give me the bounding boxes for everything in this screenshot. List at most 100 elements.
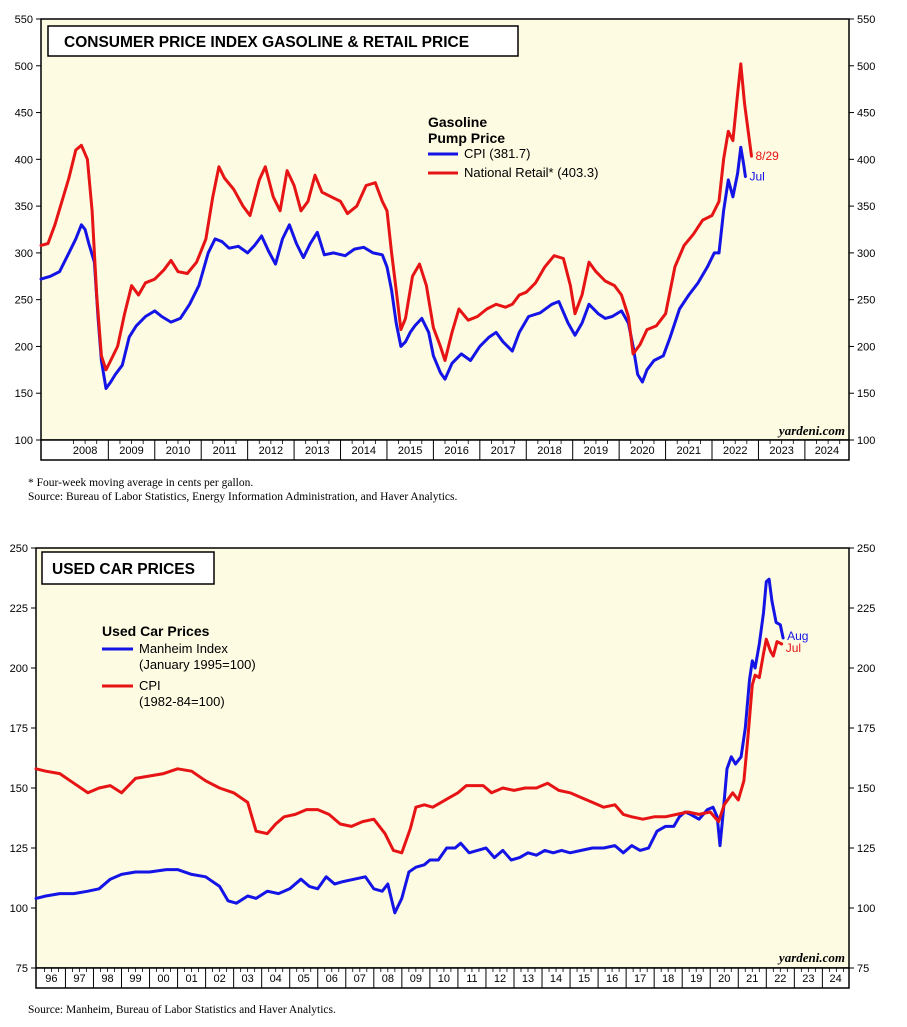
chart1-x-tick-label: 2009 xyxy=(119,445,143,457)
chart2-legend-sublabel-blue: (January 1995=100) xyxy=(139,657,256,672)
chart1-ytick-label-left: 100 xyxy=(15,435,33,447)
chart1-ytick-label-right: 350 xyxy=(857,201,875,213)
chart2-source-note: Source: Manheim, Bureau of Labor Statist… xyxy=(28,1004,336,1016)
chart1-title: CONSUMER PRICE INDEX GASOLINE & RETAIL P… xyxy=(64,34,469,51)
chart1-x-tick-label: 2021 xyxy=(677,445,701,457)
chart2-legend-label-red: CPI xyxy=(139,678,161,693)
chart1-x-tick-label: 2010 xyxy=(166,445,190,457)
chart1-legend-label-red: National Retail* (403.3) xyxy=(464,165,598,180)
chart1-x-tick-label: 2018 xyxy=(537,445,561,457)
chart2-ytick-label-left: 150 xyxy=(10,783,28,795)
chart1-plot-area xyxy=(40,18,850,441)
chart2-x-tick-label: 97 xyxy=(73,973,85,985)
chart1-title-box xyxy=(47,25,519,57)
chart2-x-tick-label: 20 xyxy=(718,973,730,985)
chart1-ytick-label-left: 250 xyxy=(15,295,33,307)
chart2-ytick-label-right: 200 xyxy=(857,663,875,675)
chart1-ytick-label-right: 400 xyxy=(857,154,875,166)
chart1-ytick-label-right: 500 xyxy=(857,61,875,73)
chart1-ytick-label-left: 200 xyxy=(15,341,33,353)
chart2-x-tick-label: 15 xyxy=(578,973,590,985)
chart2-ytick-label-right: 125 xyxy=(857,843,875,855)
chart2-x-tick-label: 01 xyxy=(185,973,197,985)
chart2-x-tick-label: 22 xyxy=(774,973,786,985)
chart2-x-tick-label: 12 xyxy=(494,973,506,985)
chart1-ytick-label-right: 200 xyxy=(857,341,875,353)
chart1-x-tick-label: 2016 xyxy=(444,445,468,457)
chart2-ytick-label-right: 225 xyxy=(857,603,875,615)
chart2-x-tick-label: 17 xyxy=(634,973,646,985)
chart1-end-label-blue: Jul xyxy=(749,169,764,183)
chart1-ytick-label-right: 150 xyxy=(857,388,875,400)
chart1-x-tick-label: 2019 xyxy=(584,445,608,457)
chart2-x-tick-label: 23 xyxy=(802,973,814,985)
chart2-ytick-label-left: 75 xyxy=(16,963,28,975)
chart2-ytick-label-left: 175 xyxy=(10,723,28,735)
chart2-legend-sublabel-red: (1982-84=100) xyxy=(139,694,225,709)
chart1-x-tick-label: 2011 xyxy=(213,445,237,457)
chart1-source-note: Source: Bureau of Labor Statistics, Ener… xyxy=(28,491,458,503)
chart2-x-tick-label: 19 xyxy=(690,973,702,985)
chart2-legend-label-blue: Manheim Index xyxy=(139,641,228,656)
chart1-ytick-label-left: 150 xyxy=(15,388,33,400)
chart1-ytick-label-left: 350 xyxy=(15,201,33,213)
chart2-series-line-blue xyxy=(34,577,785,915)
chart1-x-tick-label: 2015 xyxy=(398,445,422,457)
chart2-x-tick-label: 13 xyxy=(522,973,534,985)
chart2-series-line-red xyxy=(34,637,784,855)
chart1-ytick-label-right: 450 xyxy=(857,108,875,120)
chart1-x-tick-label: 2020 xyxy=(630,445,654,457)
chart1-x-tick-label: 2024 xyxy=(815,445,839,457)
chart2-x-tick-label: 11 xyxy=(466,973,477,985)
chart2-x-tick-label: 05 xyxy=(298,973,310,985)
chart1-brand-watermark: yardeni.com xyxy=(777,423,845,438)
chart2-x-tick-label: 96 xyxy=(45,973,57,985)
chart2-x-tick-label: 00 xyxy=(157,973,169,985)
chart1-x-tick-label: 2013 xyxy=(305,445,329,457)
chart2-x-tick-label: 14 xyxy=(550,973,562,985)
chart2-ytick-label-right: 100 xyxy=(857,903,875,915)
chart1-x-tick-label: 2017 xyxy=(491,445,515,457)
chart2-x-tick-label: 21 xyxy=(746,973,758,985)
chart2-x-tick-label: 09 xyxy=(410,973,422,985)
chart1-x-tick-label: 2022 xyxy=(723,445,747,457)
chart2-x-tick-label: 10 xyxy=(438,973,450,985)
chart2-title-box xyxy=(41,551,215,585)
chart1-ytick-label-right: 300 xyxy=(857,248,875,260)
chart1-legend-heading: Pump Price xyxy=(428,130,505,146)
chart2-x-tick-label: 02 xyxy=(214,973,226,985)
chart1-x-tick-label: 2008 xyxy=(73,445,97,457)
chart2-plot-area xyxy=(35,547,850,969)
chart2-end-label-red: Jul xyxy=(786,641,801,655)
chart1-ytick-label-left: 300 xyxy=(15,248,33,260)
chart2-x-tick-label: 06 xyxy=(326,973,338,985)
chart2-x-tick-label: 08 xyxy=(382,973,394,985)
chart2-ytick-label-left: 125 xyxy=(10,843,28,855)
chart2-ytick-label-right: 75 xyxy=(857,963,869,975)
chart2-x-tick-label: 04 xyxy=(270,973,282,985)
chart1-x-tick-label: 2012 xyxy=(259,445,283,457)
chart1-end-label-red: 8/29 xyxy=(755,149,779,163)
chart2-x-tick-label: 98 xyxy=(101,973,113,985)
chart2-ytick-label-right: 150 xyxy=(857,783,875,795)
chart2-ytick-label-left: 100 xyxy=(10,903,28,915)
chart2-ytick-label-left: 200 xyxy=(10,663,28,675)
chart2-ytick-label-left: 250 xyxy=(10,543,28,555)
chart2-x-tick-label: 24 xyxy=(830,973,842,985)
chart2-x-tick-label: 03 xyxy=(242,973,254,985)
chart1-ytick-label-right: 550 xyxy=(857,14,875,26)
chart2-x-tick-label: 07 xyxy=(354,973,366,985)
chart1-ytick-label-left: 550 xyxy=(15,14,33,26)
chart1-legend-heading: Gasoline xyxy=(428,114,487,130)
chart1-ytick-label-left: 500 xyxy=(15,61,33,73)
chart1-footnote: * Four-week moving average in cents per … xyxy=(28,477,254,489)
chart2-ytick-label-left: 225 xyxy=(10,603,28,615)
chart2-end-label-blue: Aug xyxy=(787,629,808,643)
chart1-ytick-label-right: 250 xyxy=(857,295,875,307)
chart2-ytick-label-right: 175 xyxy=(857,723,875,735)
chart2-x-tick-label: 99 xyxy=(129,973,141,985)
chart1-series-line-blue xyxy=(39,145,747,390)
chart1-ytick-label-left: 400 xyxy=(15,154,33,166)
chart1-ytick-label-left: 450 xyxy=(15,108,33,120)
